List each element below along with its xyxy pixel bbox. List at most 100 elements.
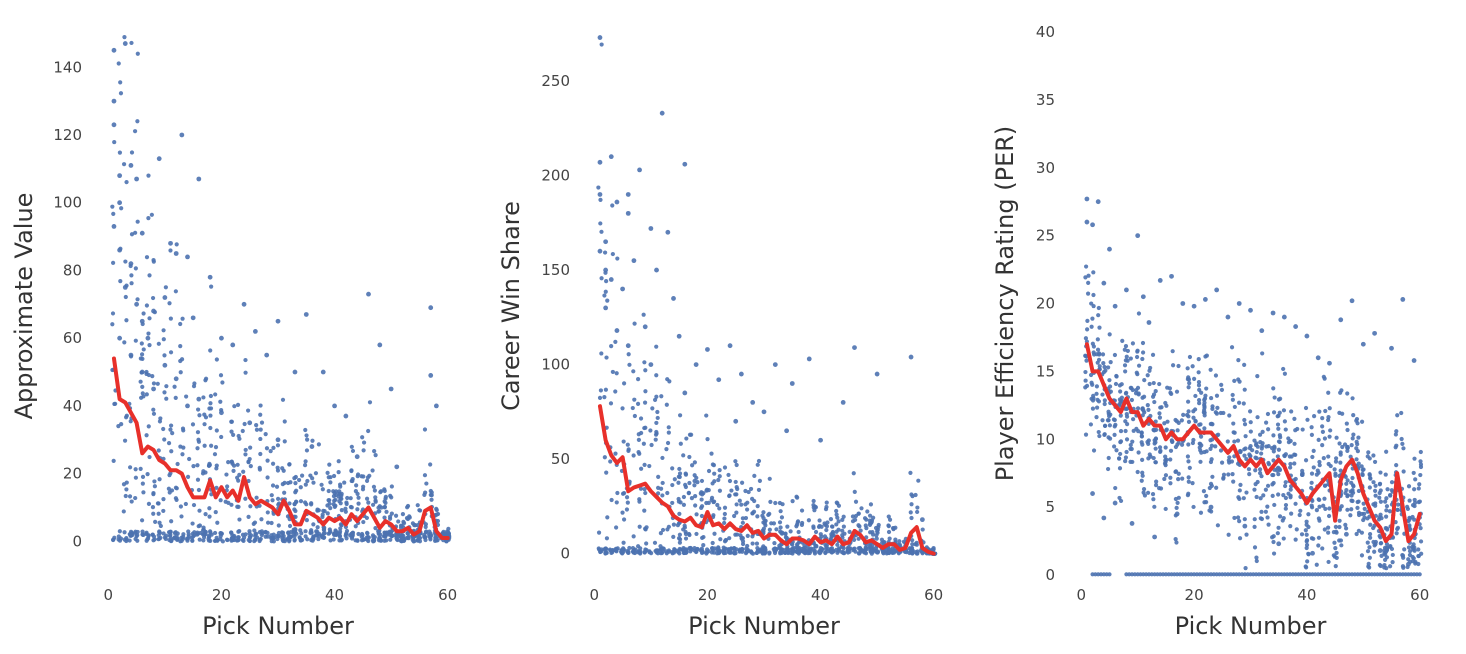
scatter-point-bg <box>271 539 276 544</box>
scatter-point-bg <box>1229 345 1235 350</box>
scatter-point-bg <box>1140 406 1145 411</box>
scatter-point-bg <box>704 488 709 493</box>
scatter-point-bg <box>1097 433 1102 439</box>
scatter-point-bg <box>383 496 388 501</box>
scatter-point-bg <box>1196 379 1202 385</box>
scatter-point-bg <box>1204 386 1209 391</box>
scatter-point-bg <box>677 546 682 552</box>
scatter-point-bg <box>914 551 920 556</box>
scatter-point <box>1140 294 1146 300</box>
scatter-point-bg <box>897 539 902 544</box>
scatter-point-bg <box>1112 444 1117 449</box>
scatter-point-bg <box>214 485 219 490</box>
scatter-point-bg <box>282 419 287 424</box>
scatter-point-bg <box>1208 459 1214 465</box>
scatter-point-bg <box>1193 419 1198 424</box>
scatter-point-bg <box>738 533 743 538</box>
scatter-point <box>1112 500 1118 506</box>
scatter-point-bg <box>853 513 859 519</box>
scatter-point-bg <box>162 390 167 395</box>
scatter-point-bg <box>710 462 716 467</box>
scatter-point-bg <box>824 527 829 533</box>
scatter-point-bg <box>168 427 173 432</box>
scatter-point-bg <box>716 477 721 483</box>
scatter-point-bg <box>874 536 879 541</box>
scatter-point <box>789 381 795 386</box>
scatter-point-bg <box>191 502 197 508</box>
scatter-point-bg <box>732 546 737 551</box>
scatter-point-bg <box>128 419 133 424</box>
y-tick-label: 100 <box>541 356 570 374</box>
scatter-point-bg <box>693 503 698 508</box>
scatter-point-bg <box>1242 517 1247 522</box>
x-tick-label: 20 <box>1185 586 1204 604</box>
scatter-point <box>665 229 671 235</box>
scatter-point-bg <box>231 463 237 468</box>
scatter-point-bg <box>795 546 800 551</box>
scatter-point-bg <box>248 463 253 469</box>
scatter-point-bg <box>1236 358 1241 363</box>
scatter-point-bg <box>116 424 121 429</box>
scatter-point-bg <box>129 273 134 278</box>
scatter-point-bg <box>423 490 428 495</box>
scatter-point-bg <box>712 546 717 551</box>
scatter-point-bg <box>446 526 451 531</box>
scatter-point-bg <box>733 459 738 464</box>
scatter-point-bg <box>1419 551 1424 556</box>
scatter-point-bg <box>727 493 732 499</box>
scatter-point-bg <box>1145 490 1151 495</box>
scatter-point-bg <box>1186 385 1191 390</box>
scatter-point <box>761 409 767 415</box>
scatter-point-bg <box>1150 492 1156 497</box>
scatter-point-bg <box>1338 390 1343 395</box>
scatter-point-bg <box>1292 441 1297 446</box>
scatter-point <box>162 362 168 368</box>
scatter-point-bg <box>648 428 653 433</box>
scatter-point-bg <box>1304 545 1309 551</box>
scatter-point-bg <box>247 531 252 536</box>
scatter-point-bg <box>688 549 693 554</box>
scatter-point-bg <box>689 432 694 437</box>
scatter-point-bg <box>1176 471 1181 476</box>
scatter-point-bg <box>1167 386 1173 391</box>
scatter-point-bg <box>1288 524 1293 529</box>
scatter-point-bg <box>1361 467 1366 472</box>
scatter-point-bg <box>146 173 151 178</box>
scatter-point-bg <box>1379 540 1384 546</box>
scatter-point-bg <box>1305 417 1310 422</box>
scatter-point-bg <box>282 439 287 444</box>
scatter-point-bg <box>141 532 146 538</box>
scatter-point-bg <box>1293 476 1298 482</box>
scatter-point-bg <box>339 538 344 543</box>
scatter-point-bg <box>1265 515 1270 520</box>
scatter-point-bg <box>1277 514 1283 519</box>
scatter-point-bg <box>389 495 394 500</box>
scatter-point-bg <box>1163 454 1168 459</box>
scatter-point-bg <box>208 401 213 406</box>
scatter-point-bg <box>1135 349 1140 354</box>
scatter-point-bg <box>1259 446 1264 451</box>
scatter-point-bg <box>835 515 840 520</box>
scatter-point-bg <box>292 534 297 539</box>
scatter-point-bg <box>173 485 179 490</box>
scatter-point-bg <box>444 539 449 544</box>
scatter-point-bg <box>1118 439 1124 444</box>
average-line <box>111 356 450 540</box>
scatter-point-bg <box>1162 421 1167 426</box>
scatter-point-bg <box>231 432 236 437</box>
scatter-point-bg <box>609 497 614 503</box>
scatter-point-bg <box>157 419 163 424</box>
scatter-point-bg <box>735 486 740 492</box>
scatter-point-bg <box>359 531 365 537</box>
scatter-point-bg <box>1356 488 1361 494</box>
scatter-point-bg <box>1351 413 1356 418</box>
scatter-point-bg <box>344 531 349 536</box>
scatter-point <box>608 154 614 160</box>
scatter-point-bg <box>627 545 632 551</box>
scatter-point-bg <box>1418 472 1423 478</box>
scatter-point-bg <box>145 536 151 541</box>
scatter-point-bg <box>636 437 641 442</box>
scatter-point-bg <box>1288 461 1293 467</box>
scatter-point-bg <box>139 352 145 357</box>
scatter-point-bg <box>300 473 305 478</box>
